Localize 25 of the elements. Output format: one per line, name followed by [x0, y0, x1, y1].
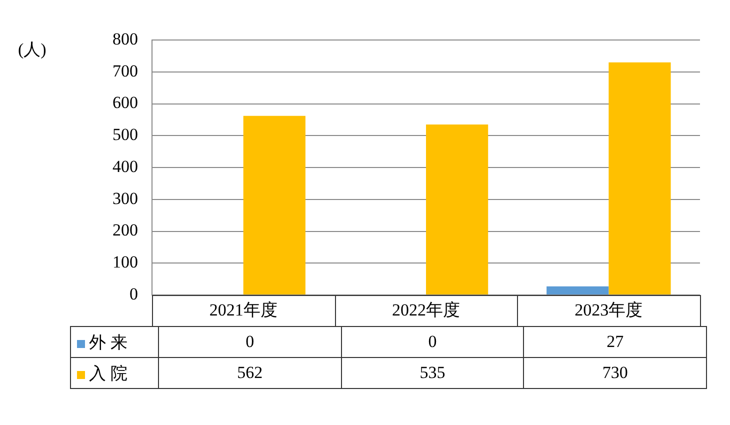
y-tick-label: 100: [112, 252, 138, 272]
data-label: 0: [158, 326, 342, 358]
bar: [546, 286, 609, 294]
data-label: 730: [524, 358, 706, 388]
x-tick-label: 2023年度: [574, 300, 643, 320]
y-tick-label: 200: [112, 220, 138, 240]
y-tick-label: 300: [112, 188, 138, 208]
y-tick-label: 0: [130, 284, 138, 304]
y-tick-label: 700: [112, 61, 138, 80]
y-tick-label: 600: [112, 93, 138, 112]
data-label: 562: [158, 358, 342, 388]
data-label: 27: [524, 326, 706, 358]
legend-label: 入 院: [89, 364, 128, 382]
x-tick-label: 2021年度: [209, 300, 278, 320]
data-label: 535: [341, 358, 524, 388]
bar: [608, 62, 671, 294]
x-tick-label: 2022年度: [392, 300, 460, 320]
legend-label: 外 来: [89, 332, 128, 352]
y-tick-label: 500: [112, 125, 138, 144]
data-label: 0: [341, 326, 524, 358]
y-tick-label: 400: [112, 156, 138, 176]
y-tick-label: 800: [112, 29, 138, 48]
bar: [426, 124, 488, 294]
bar: [243, 116, 306, 294]
y-axis-title: (人): [18, 39, 46, 61]
